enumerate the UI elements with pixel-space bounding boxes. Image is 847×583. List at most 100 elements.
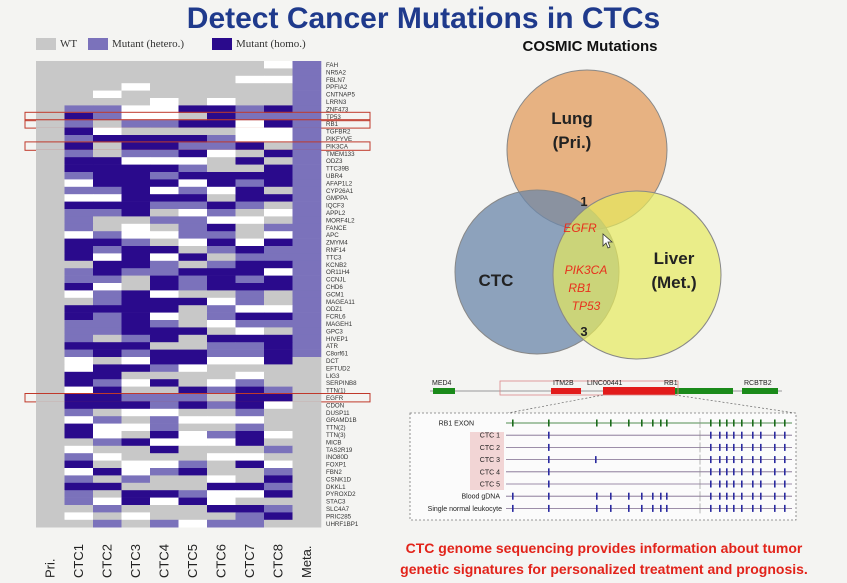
heatmap-cell bbox=[121, 120, 151, 128]
heatmap-cell bbox=[235, 127, 265, 136]
gene-label: FAH bbox=[326, 62, 338, 69]
heatmap-cell bbox=[121, 475, 151, 484]
heatmap-cell bbox=[235, 364, 265, 373]
heatmap-cell bbox=[207, 438, 236, 447]
heatmap-cell bbox=[178, 423, 208, 432]
mutation-heatmap: FAHNR5A2FBLN7PPFIA2CNTNAP5LRRN3ZNF473TP5… bbox=[24, 61, 371, 578]
column-label: CTC5 bbox=[185, 544, 200, 578]
heatmap-cell bbox=[121, 172, 151, 180]
gene-label: MICB bbox=[326, 439, 341, 446]
heatmap-cell bbox=[207, 297, 236, 306]
heatmap-cell bbox=[207, 386, 236, 395]
heatmap-cell bbox=[150, 112, 179, 121]
heatmap-cell bbox=[121, 468, 151, 476]
heatmap-cell bbox=[150, 305, 179, 313]
heatmap-cell bbox=[93, 431, 122, 439]
heatmap-cell bbox=[121, 460, 151, 469]
heatmap-cell bbox=[207, 364, 236, 373]
heatmap-cell bbox=[264, 149, 293, 158]
exon-mark bbox=[741, 480, 743, 488]
heatmap-cell bbox=[121, 423, 151, 432]
heatmap-cell bbox=[292, 431, 322, 439]
heatmap-cell bbox=[264, 179, 293, 188]
heatmap-cell bbox=[64, 379, 94, 387]
heatmap-cell bbox=[292, 312, 322, 321]
gene-label: TTN(1) bbox=[326, 388, 346, 395]
exon-mark bbox=[610, 492, 612, 500]
heatmap-cell bbox=[36, 423, 65, 432]
exon-mark bbox=[652, 419, 654, 427]
slide-title: Detect Cancer Mutations in CTCs bbox=[186, 2, 661, 35]
exon-mark bbox=[774, 419, 776, 427]
heatmap-cell bbox=[64, 460, 94, 469]
exon-mark bbox=[760, 468, 762, 476]
heatmap-cell bbox=[178, 231, 208, 239]
gene-label: DKKL1 bbox=[326, 484, 346, 491]
heatmap-cell bbox=[93, 98, 122, 106]
track-row-label: CTC 2 bbox=[480, 445, 500, 452]
gene-label: CHD6 bbox=[326, 284, 343, 291]
gene-label: KCNB2 bbox=[326, 262, 347, 269]
heatmap-cell bbox=[121, 127, 151, 136]
heatmap-cell bbox=[264, 438, 293, 447]
heatmap-cell bbox=[36, 327, 65, 336]
gene-label: PIK3CA bbox=[326, 143, 349, 150]
heatmap-cell bbox=[64, 394, 94, 402]
heatmap-cell bbox=[207, 238, 236, 247]
heatmap-cell bbox=[235, 512, 265, 521]
heatmap-cell bbox=[64, 386, 94, 395]
heatmap-cell bbox=[93, 275, 122, 284]
heatmap-cell bbox=[64, 482, 94, 491]
heatmap-cell bbox=[178, 68, 208, 77]
track-row-label: CTC 5 bbox=[480, 482, 500, 489]
heatmap-cell bbox=[292, 142, 322, 151]
exon-mark bbox=[784, 443, 786, 451]
gene-label: FBLN7 bbox=[326, 77, 346, 84]
heatmap-cell bbox=[64, 349, 94, 358]
exon-mark bbox=[752, 480, 754, 488]
legend-swatch-wt bbox=[36, 38, 56, 51]
heatmap-cell bbox=[264, 512, 293, 521]
gene-label: FBN2 bbox=[326, 469, 342, 476]
exon-mark bbox=[733, 480, 735, 488]
heatmap-cell bbox=[121, 223, 151, 232]
gene-block-rcbtb2 bbox=[742, 388, 778, 394]
heatmap-cell bbox=[235, 505, 265, 513]
exon-mark bbox=[774, 492, 776, 500]
heatmap-cell bbox=[264, 83, 293, 91]
heatmap-cell bbox=[36, 75, 65, 84]
exon-mark bbox=[512, 492, 514, 500]
heatmap-cell bbox=[121, 112, 151, 121]
exon-mark bbox=[741, 492, 743, 500]
heatmap-cell bbox=[150, 105, 179, 114]
heatmap-cell bbox=[207, 327, 236, 336]
heatmap-cell bbox=[292, 453, 322, 461]
heatmap-cell bbox=[150, 268, 179, 276]
heatmap-cell bbox=[235, 83, 265, 91]
exon-mark bbox=[719, 480, 721, 488]
heatmap-cell bbox=[292, 297, 322, 306]
gene-label: EFTUD2 bbox=[326, 365, 351, 372]
heatmap-cell bbox=[235, 238, 265, 247]
heatmap-cell bbox=[207, 460, 236, 469]
gene-label: TTN(2) bbox=[326, 425, 346, 432]
heatmap-cell bbox=[235, 164, 265, 173]
heatmap-cell bbox=[93, 475, 122, 484]
heatmap-cell bbox=[36, 512, 65, 521]
legend-swatch-hetero bbox=[88, 38, 108, 51]
heatmap-cell bbox=[292, 371, 322, 380]
heatmap-cell bbox=[235, 290, 265, 299]
heatmap-cell bbox=[264, 290, 293, 299]
exon-mark bbox=[548, 443, 550, 451]
heatmap-cell bbox=[121, 327, 151, 336]
heatmap-cell bbox=[235, 342, 265, 350]
exon-mark bbox=[760, 504, 762, 512]
exon-mark bbox=[760, 456, 762, 464]
heatmap-cell bbox=[121, 401, 151, 410]
heatmap-cell bbox=[64, 231, 94, 239]
heatmap-cell bbox=[264, 371, 293, 380]
heatmap-cell bbox=[292, 342, 322, 350]
heatmap-cell bbox=[292, 194, 322, 202]
legend-item-wt: WT bbox=[36, 38, 77, 51]
heatmap-cell bbox=[178, 475, 208, 484]
